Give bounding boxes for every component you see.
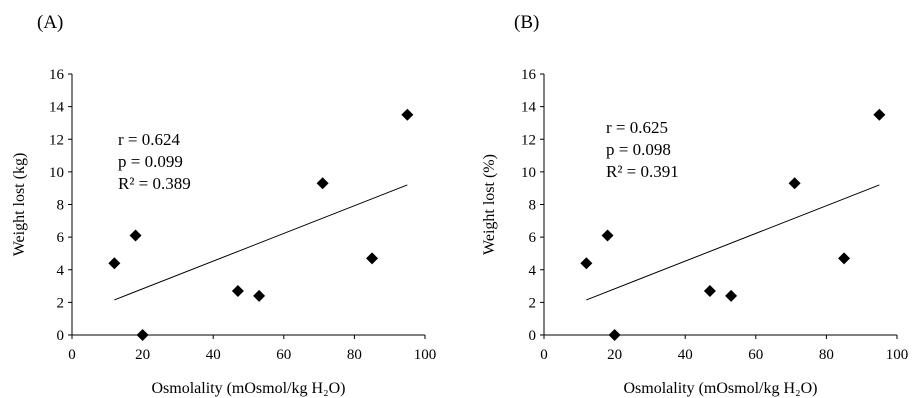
y-tick-label: 0 xyxy=(57,328,65,344)
data-point-marker xyxy=(253,289,266,302)
trend-line xyxy=(114,184,408,301)
y-tick-label: 8 xyxy=(57,198,65,214)
y-tick-label: 10 xyxy=(521,165,536,181)
y-tick-label: 2 xyxy=(529,295,537,311)
y-tick-label: 4 xyxy=(57,263,65,279)
y-tick-label: 16 xyxy=(49,67,65,83)
x-axis-title: Osmolality (mOsmol/kg H₂O) xyxy=(623,380,817,397)
y-tick-label: 0 xyxy=(529,328,537,344)
x-tick-label: 80 xyxy=(819,347,834,363)
y-tick-label: 16 xyxy=(521,67,537,83)
x-tick-label: 80 xyxy=(347,347,362,363)
x-tick-label: 40 xyxy=(678,347,693,363)
stat-annotation: p = 0.099 xyxy=(118,152,183,171)
y-tick-label: 8 xyxy=(529,198,537,214)
x-tick-label: 0 xyxy=(540,347,548,363)
data-point-marker xyxy=(316,177,329,190)
y-tick-label: 12 xyxy=(49,132,64,148)
data-point-marker xyxy=(703,284,716,297)
y-axis-title: Weight lost (%) xyxy=(481,154,498,255)
y-tick-label: 12 xyxy=(521,132,536,148)
x-axis-title: Osmolality (mOsmol/kg H₂O) xyxy=(151,380,345,397)
stat-annotation: r = 0.624 xyxy=(118,130,180,149)
data-point-marker xyxy=(108,257,121,270)
y-tick-label: 2 xyxy=(57,295,65,311)
x-tick-label: 100 xyxy=(414,347,437,363)
y-tick-label: 14 xyxy=(521,100,537,116)
data-point-marker xyxy=(136,329,149,341)
data-point-marker xyxy=(601,229,614,242)
y-tick-label: 6 xyxy=(529,230,537,246)
y-axis-title: Weight lost (kg) xyxy=(11,153,28,257)
y-tick-label: 4 xyxy=(529,263,537,279)
x-tick-label: 60 xyxy=(748,347,763,363)
data-point-marker xyxy=(129,229,142,242)
data-point-marker xyxy=(725,289,738,302)
x-tick-label: 0 xyxy=(68,347,76,363)
chart-panel-b: (B) 0 2 4 6 8 10 12 14 16 0 20 40 60 80 100 Osmolality … xyxy=(456,0,912,398)
trend-line xyxy=(586,184,880,301)
stat-annotation: R² = 0.391 xyxy=(606,162,679,181)
x-tick-label: 60 xyxy=(276,347,291,363)
y-tick-label: 6 xyxy=(57,230,65,246)
data-point-marker xyxy=(231,284,244,297)
x-tick-label: 40 xyxy=(206,347,221,363)
stat-annotation: r = 0.625 xyxy=(606,118,668,137)
x-tick-label: 20 xyxy=(607,347,622,363)
data-point-marker xyxy=(873,108,886,121)
data-point-marker xyxy=(838,252,851,265)
data-point-marker xyxy=(608,329,621,341)
x-tick-label: 100 xyxy=(886,347,909,363)
x-tick-label: 20 xyxy=(135,347,150,363)
scatter-plot-a: 0 2 4 6 8 10 12 14 16 0 20 40 60 80 100 Osmolality (mOs… xyxy=(11,67,437,397)
chart-panel-a: (A) 0 2 4 6 8 10 12 14 16 0 20 40 60 80 100 Osmolality … xyxy=(11,12,437,397)
panel-label: (B) xyxy=(514,12,540,33)
data-point-marker xyxy=(401,108,414,121)
scatter-plot-b: 0 2 4 6 8 10 12 14 16 0 20 40 60 80 100 Osmolality (mOs… xyxy=(481,67,909,397)
data-point-marker xyxy=(366,252,379,265)
stat-annotation: p = 0.098 xyxy=(606,140,671,159)
y-tick-label: 10 xyxy=(49,165,64,181)
panel-label: (A) xyxy=(37,12,64,33)
stat-annotation: R² = 0.389 xyxy=(118,174,191,193)
data-point-marker xyxy=(788,177,801,190)
y-tick-label: 14 xyxy=(49,100,65,116)
data-point-marker xyxy=(580,257,593,270)
